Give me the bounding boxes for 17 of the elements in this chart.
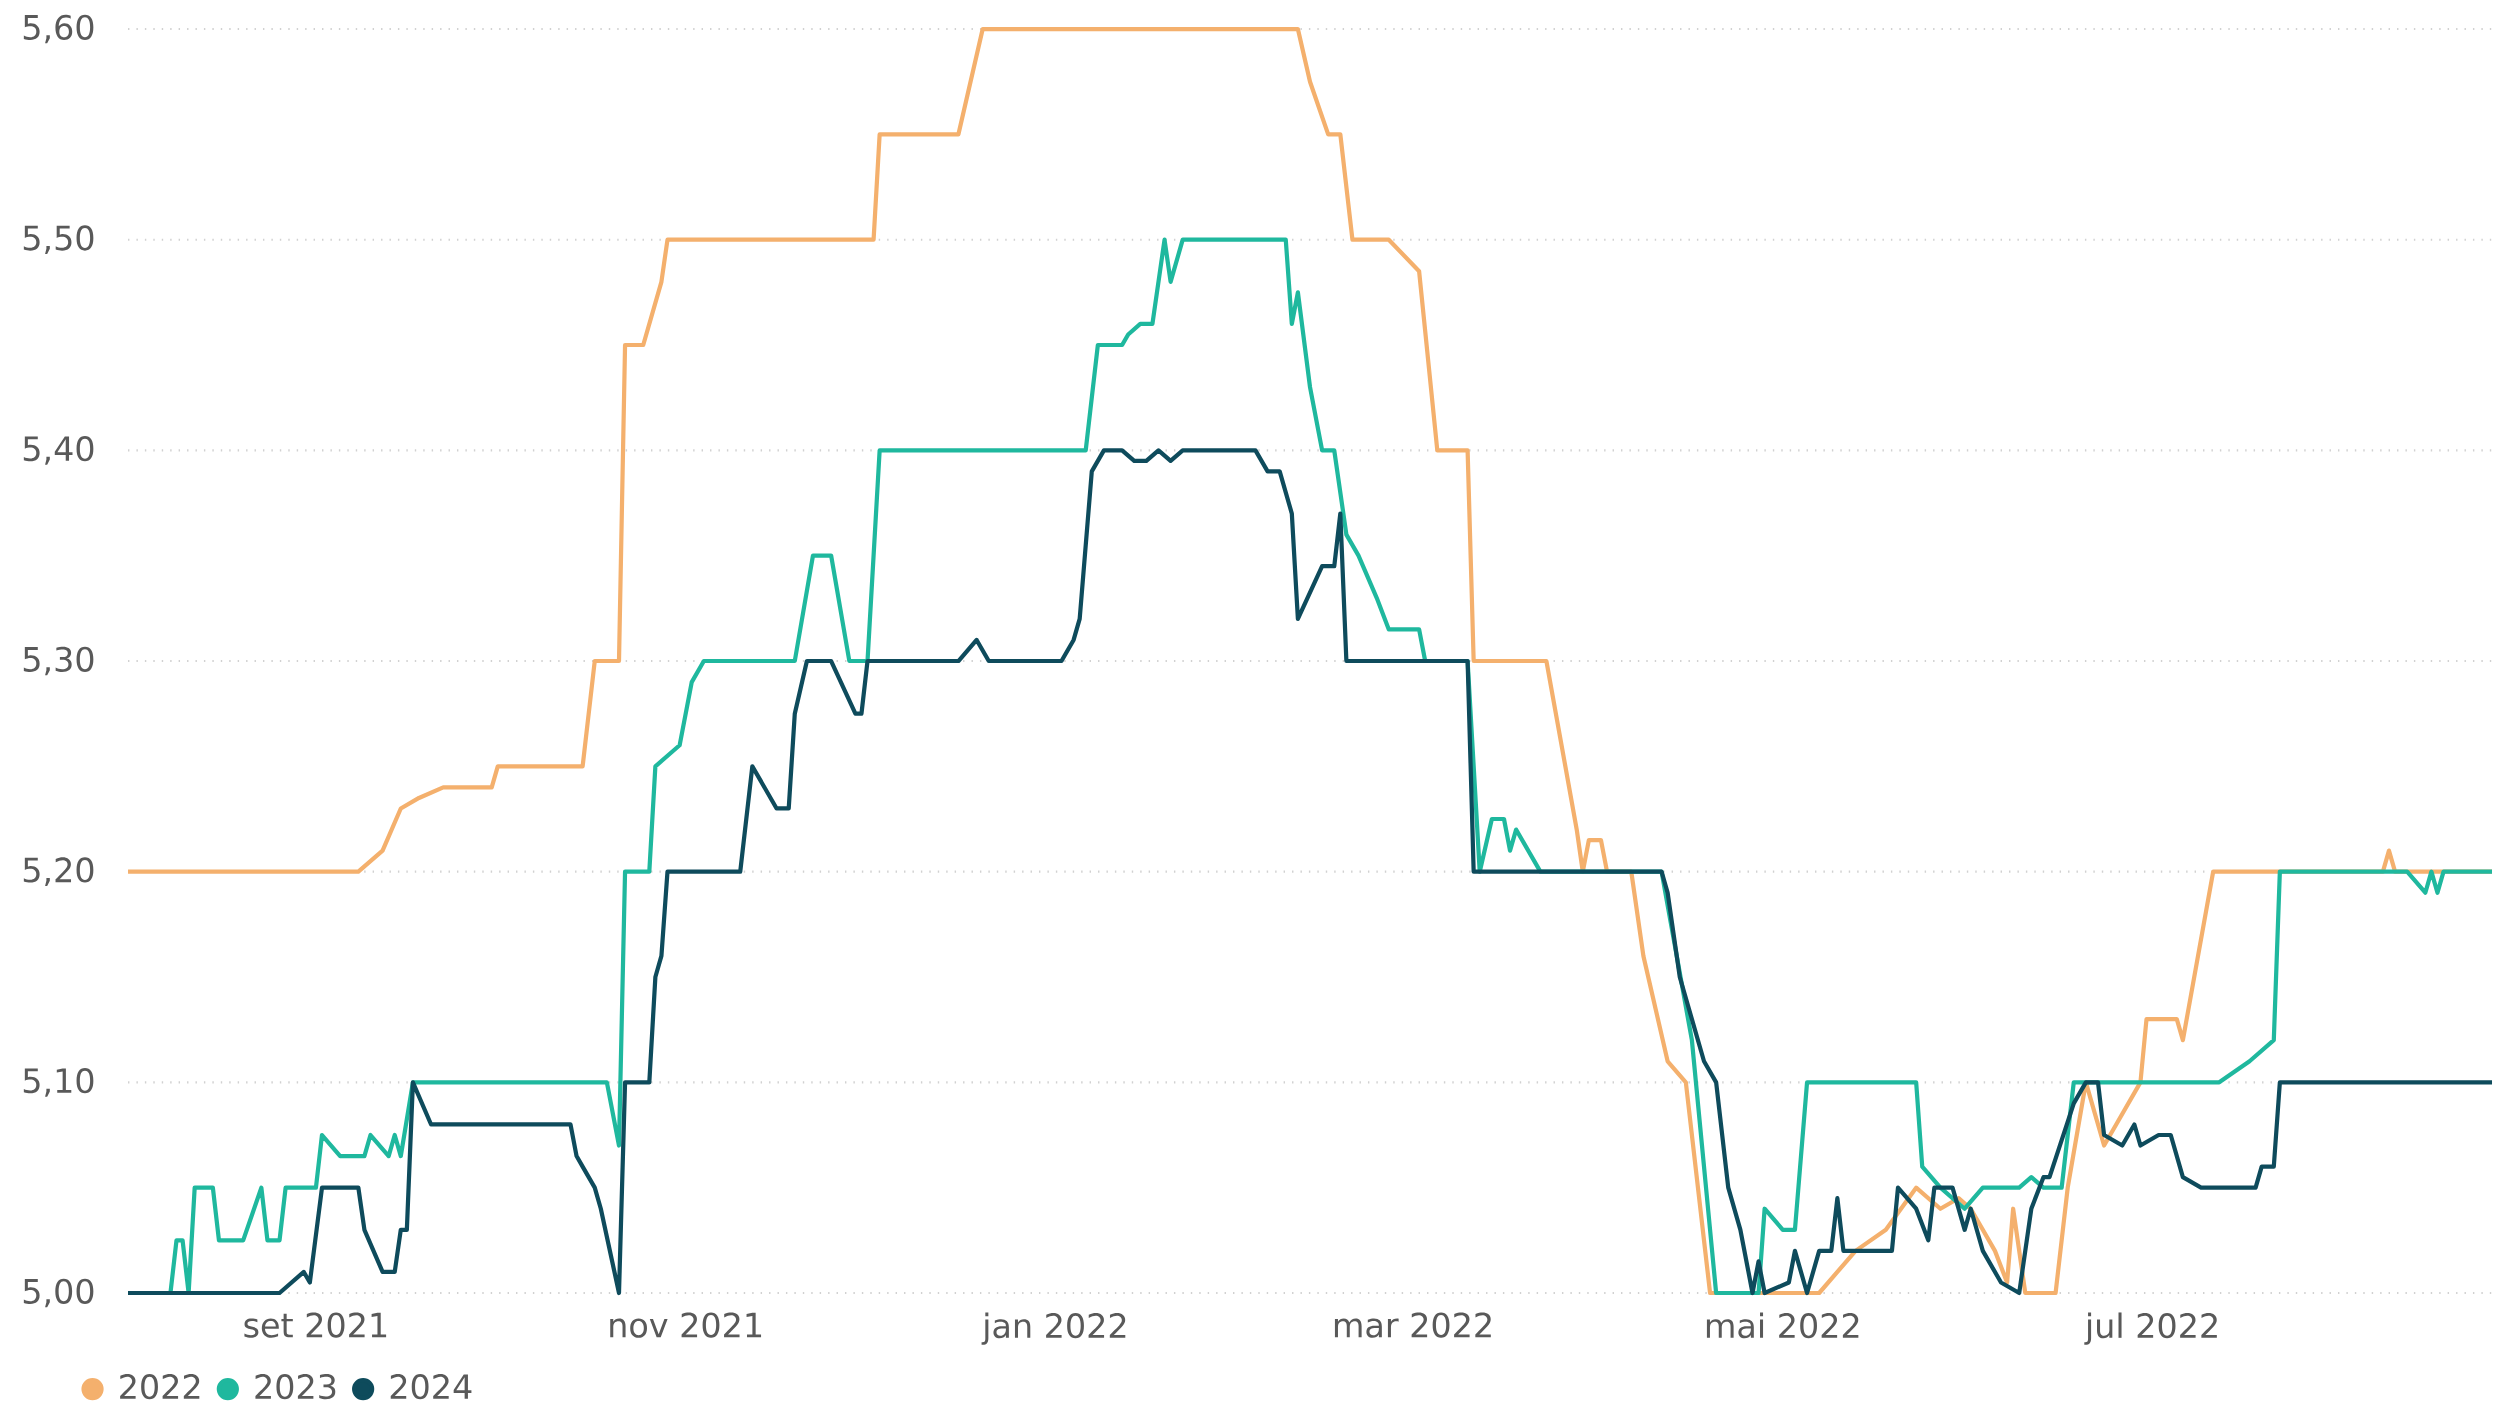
x-tick-label: mai 2022 <box>1706 1312 1859 1339</box>
y-tick-label: 5,60 <box>23 14 94 44</box>
line-series <box>125 448 2495 1296</box>
legend-label: 2024 <box>390 1374 472 1400</box>
y-tick-label: 5,00 <box>23 1278 94 1308</box>
y-tick-label: 5,40 <box>23 435 94 465</box>
y-tick-label: 5,20 <box>23 857 94 886</box>
y-tick-label: 5,10 <box>23 1067 94 1097</box>
x-tick-label: set 2021 <box>244 1312 387 1338</box>
legend-label: 2023 <box>255 1374 336 1400</box>
x-tick-label: jul 2022 <box>2084 1312 2217 1345</box>
y-tick-label: 5,30 <box>23 646 94 676</box>
x-tick-label: jan 2022 <box>981 1312 1126 1345</box>
x-tick-label: nov 2021 <box>610 1312 762 1338</box>
x-tick-label: mar 2022 <box>1334 1312 1491 1338</box>
y-tick-label: 5,50 <box>23 225 94 254</box>
legend-label: 2022 <box>120 1374 200 1400</box>
